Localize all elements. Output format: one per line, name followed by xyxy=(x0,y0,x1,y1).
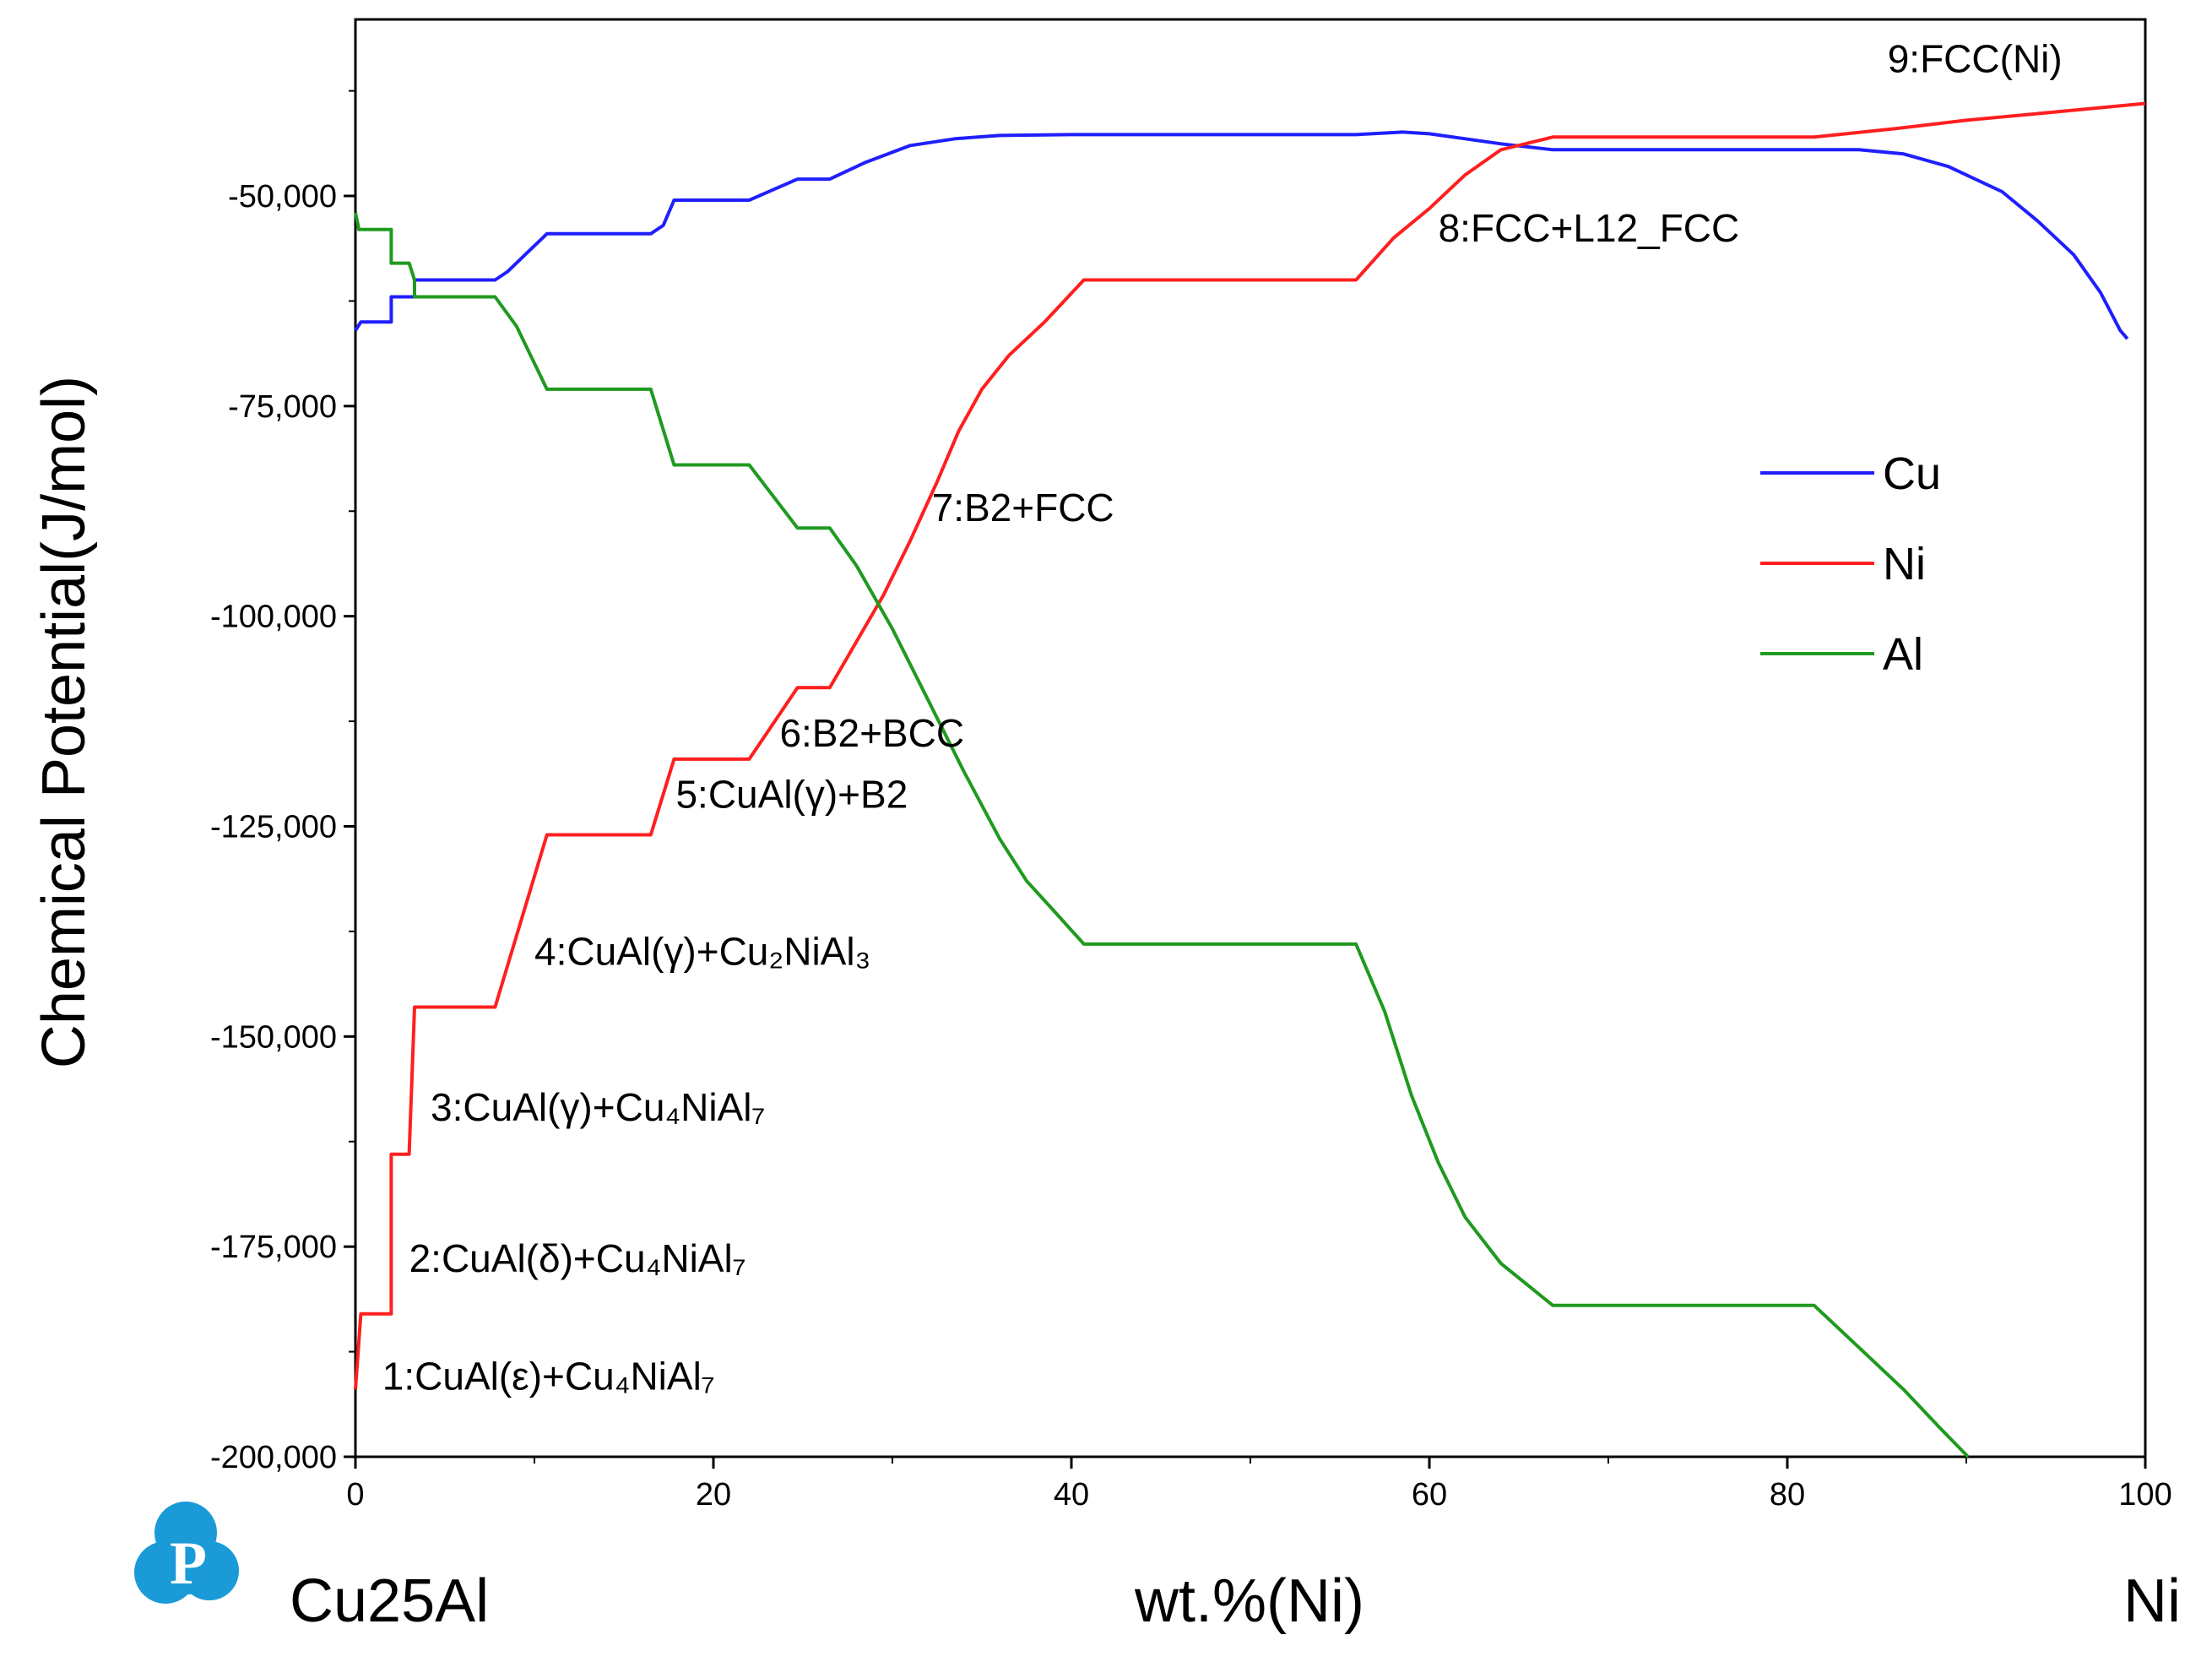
legend-label-al: Al xyxy=(1883,629,1923,680)
y-tick-label: -75,000 xyxy=(228,389,337,425)
phase-label: 9:FCC(Ni) xyxy=(1888,37,2063,81)
phase-label: 1:CuAl(ε)+Cu₄NiAl₇ xyxy=(382,1354,715,1398)
x-tick-label: 80 xyxy=(1770,1477,1805,1513)
phase-labels: 1:CuAl(ε)+Cu₄NiAl₇ 2:CuAl(δ)+Cu₄NiAl₇ 3:Cu… xyxy=(382,37,2063,1399)
y-tick-label: -50,000 xyxy=(228,179,337,215)
x-tick-label: 0 xyxy=(346,1477,364,1513)
series-lines xyxy=(354,101,2146,1458)
series-line-al xyxy=(354,212,1970,1458)
y-axis: -200,000 -175,000 -150,000 -125,000 -100,000… xyxy=(210,90,355,1475)
y-tick-label: -175,000 xyxy=(210,1230,337,1265)
phase-label: 7:B2+FCC xyxy=(932,486,1114,530)
logo-letter: P xyxy=(170,1529,207,1597)
y-tick-label: -150,000 xyxy=(210,1019,337,1055)
x-axis-title: wt.%(Ni) xyxy=(1134,1567,1364,1635)
phase-label: 2:CuAl(δ)+Cu₄NiAl₇ xyxy=(409,1236,746,1280)
y-axis-title: Chemical Potential(J/mol) xyxy=(30,376,98,1068)
y-tick-label: -100,000 xyxy=(210,600,337,635)
y-tick-label: -125,000 xyxy=(210,810,337,845)
phase-label: 5:CuAl(γ)+B2 xyxy=(675,773,908,817)
end-element-label: Ni xyxy=(2123,1567,2181,1635)
logo: P xyxy=(134,1502,239,1604)
legend: Cu Ni Al xyxy=(1760,448,1941,680)
phase-label: 4:CuAl(γ)+Cu₂NiAl₃ xyxy=(534,930,870,974)
legend-label-ni: Ni xyxy=(1883,539,1926,589)
y-tick-label: -200,000 xyxy=(210,1440,337,1475)
phase-label: 3:CuAl(γ)+Cu₄NiAl₇ xyxy=(431,1085,765,1129)
x-tick-label: 100 xyxy=(2118,1477,2171,1513)
series-line-ni xyxy=(354,101,2146,1390)
x-tick-label: 20 xyxy=(696,1477,731,1513)
phase-label: 6:B2+BCC xyxy=(779,711,964,755)
x-axis: 0 20 40 60 80 100 xyxy=(346,1457,2172,1513)
x-tick-label: 60 xyxy=(1412,1477,1447,1513)
legend-label-cu: Cu xyxy=(1883,448,1941,499)
logo-icon xyxy=(134,1502,239,1604)
x-tick-label: 40 xyxy=(1054,1477,1089,1513)
series-line-cu xyxy=(354,130,2129,340)
phase-label: 8:FCC+L12_FCC xyxy=(1439,206,1740,250)
system-label: Cu25Al xyxy=(290,1567,489,1635)
